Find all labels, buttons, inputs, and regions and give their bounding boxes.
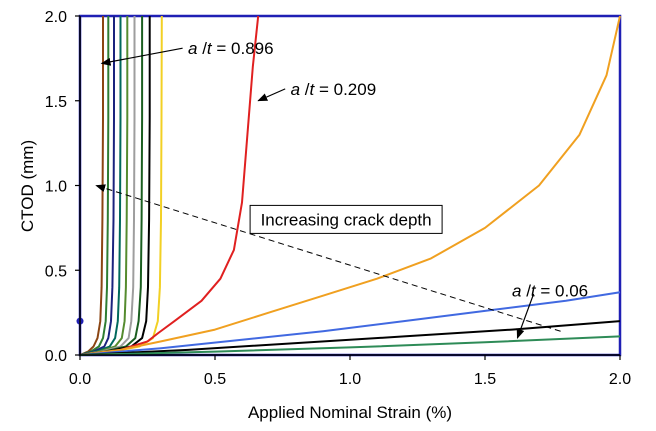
crack-depth-box <box>249 204 443 234</box>
x-tick-label: 0.5 <box>204 371 226 388</box>
x-axis-title: Applied Nominal Strain (%) <box>248 403 452 422</box>
y-tick-label: 1.0 <box>45 179 67 196</box>
y-tick-label: 2.0 <box>45 9 67 26</box>
annotation-label-2: a /t = 0.209 <box>291 80 377 99</box>
series-line-14 <box>79 335 621 356</box>
annotation-label-1: a /t = 0.896 <box>188 39 274 58</box>
y-tick-label: 1.5 <box>45 94 67 111</box>
series-line-1 <box>79 16 104 356</box>
annotation-arrow-1 <box>100 47 183 66</box>
series-line-12 <box>79 291 621 356</box>
series-line-11 <box>79 15 621 356</box>
x-tick-label: 1.0 <box>339 371 361 388</box>
crack-depth-arrow <box>95 184 561 332</box>
annotation-label-3: a /t = 0.06 <box>512 282 588 301</box>
crack-depth-label: Increasing crack depth <box>261 210 432 229</box>
series-line-4 <box>79 16 122 356</box>
x-tick-label: 1.5 <box>474 371 496 388</box>
series-line-3 <box>79 16 115 356</box>
x-tick-label: 2.0 <box>609 371 631 388</box>
y-tick-label: 0.0 <box>45 348 67 365</box>
series-line-2 <box>79 16 110 356</box>
annotation-arrow-2 <box>257 88 286 102</box>
y-axis-title: CTOD (mm) <box>18 140 37 232</box>
series-line-13 <box>79 320 621 356</box>
x-tick-label: 0.0 <box>69 371 91 388</box>
y-tick-label: 0.5 <box>45 263 67 280</box>
series-line-10 <box>79 15 260 356</box>
annotation-arrow-3 <box>516 293 535 339</box>
